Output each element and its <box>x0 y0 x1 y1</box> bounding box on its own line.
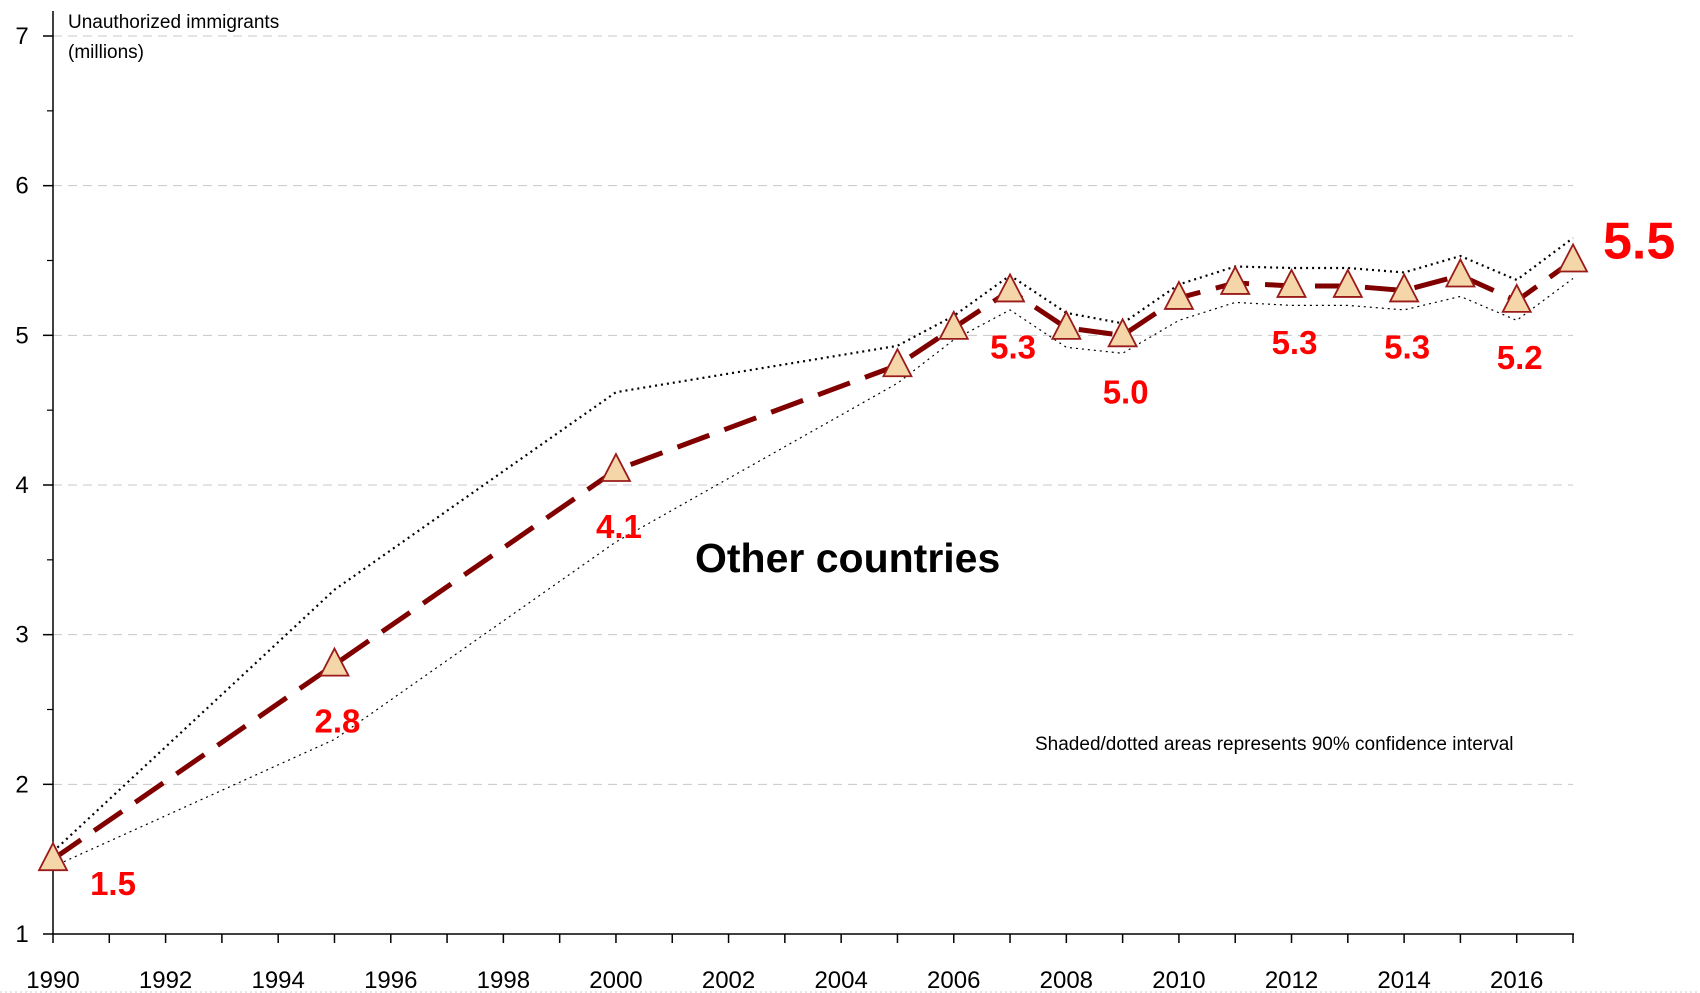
triangle-marker-2007 <box>994 272 1026 303</box>
data-label-2007: 5.3 <box>990 328 1036 365</box>
ci-upper-line <box>52 237 1574 853</box>
series-label: Other countries <box>695 535 1000 581</box>
triangle-marker-2017 <box>1557 242 1589 273</box>
data-label-2016: 5.2 <box>1497 339 1543 376</box>
estimate-line <box>51 258 1575 862</box>
x-tick-label-1992: 1992 <box>139 967 192 993</box>
x-tick-label-2010: 2010 <box>1152 967 1205 993</box>
triangle-marker-2006 <box>938 309 970 340</box>
x-tick-label-1996: 1996 <box>364 967 417 993</box>
x-tick-label-2006: 2006 <box>927 967 980 993</box>
triangle-marker-2000 <box>600 452 632 482</box>
y-tick-label-4: 4 <box>15 472 28 499</box>
ci-lower-line <box>52 277 1574 868</box>
data-labels: 1.5 2.8 4.1 5.3 5.0 5.3 5.3 5.2 5.5 <box>90 213 1675 903</box>
data-label-2009: 5.0 <box>1103 373 1149 410</box>
y-axis-title-line2: (millions) <box>68 42 144 63</box>
triangle-marker-1990 <box>37 841 69 872</box>
triangle-marker-2014 <box>1388 272 1420 303</box>
data-label-1990: 1.5 <box>90 865 136 902</box>
x-tick-label-2014: 2014 <box>1377 967 1430 993</box>
x-tick-label-2000: 2000 <box>589 967 642 993</box>
x-tick-label-1994: 1994 <box>251 967 304 993</box>
confidence-annotation: Shaded/dotted areas represents 90% confi… <box>1035 734 1513 755</box>
y-axis-title-line1: Unauthorized immigrants <box>68 12 279 33</box>
triangle-marker-2009 <box>1107 317 1139 348</box>
axes: 1 2 3 4 5 6 7 1990 1992 1994 1996 1998 2000 2002 2004 2… <box>0 11 1700 993</box>
triangle-marker-2010 <box>1163 279 1195 310</box>
x-tick-label-2004: 2004 <box>814 967 867 993</box>
triangle-marker-2005 <box>881 347 913 378</box>
data-label-2012: 5.3 <box>1272 324 1318 361</box>
data-label-2000: 4.1 <box>596 508 642 545</box>
confidence-interval-bounds <box>52 237 1574 868</box>
triangle-marker-2013 <box>1332 267 1364 298</box>
x-tick-label-2008: 2008 <box>1040 967 1093 993</box>
data-label-2014: 5.3 <box>1384 328 1430 365</box>
triangle-marker-2015 <box>1444 257 1476 288</box>
triangle-marker-2016 <box>1501 282 1533 313</box>
x-tick-label-2012: 2012 <box>1265 967 1318 993</box>
data-markers <box>37 242 1589 872</box>
triangle-marker-2012 <box>1276 267 1307 298</box>
y-tick-label-5: 5 <box>15 322 28 349</box>
x-tick-label-2016: 2016 <box>1490 967 1543 993</box>
y-tick-label-7: 7 <box>15 23 28 50</box>
y-tick-label-1: 1 <box>15 921 28 948</box>
x-tick-label-1998: 1998 <box>477 967 530 993</box>
data-label-2017: 5.5 <box>1603 213 1675 271</box>
estimate-series <box>51 258 1575 862</box>
grid-lines <box>53 35 1573 785</box>
x-tick-label-1990: 1990 <box>26 967 79 993</box>
triangle-marker-1995 <box>319 646 350 677</box>
y-tick-label-2: 2 <box>15 771 28 798</box>
data-label-1995: 2.8 <box>315 703 361 740</box>
triangle-marker-2008 <box>1050 309 1082 340</box>
x-tick-label-2002: 2002 <box>702 967 755 993</box>
y-tick-label-6: 6 <box>15 173 28 200</box>
y-tick-label-3: 3 <box>15 622 28 649</box>
triangle-marker-2011 <box>1219 264 1251 295</box>
